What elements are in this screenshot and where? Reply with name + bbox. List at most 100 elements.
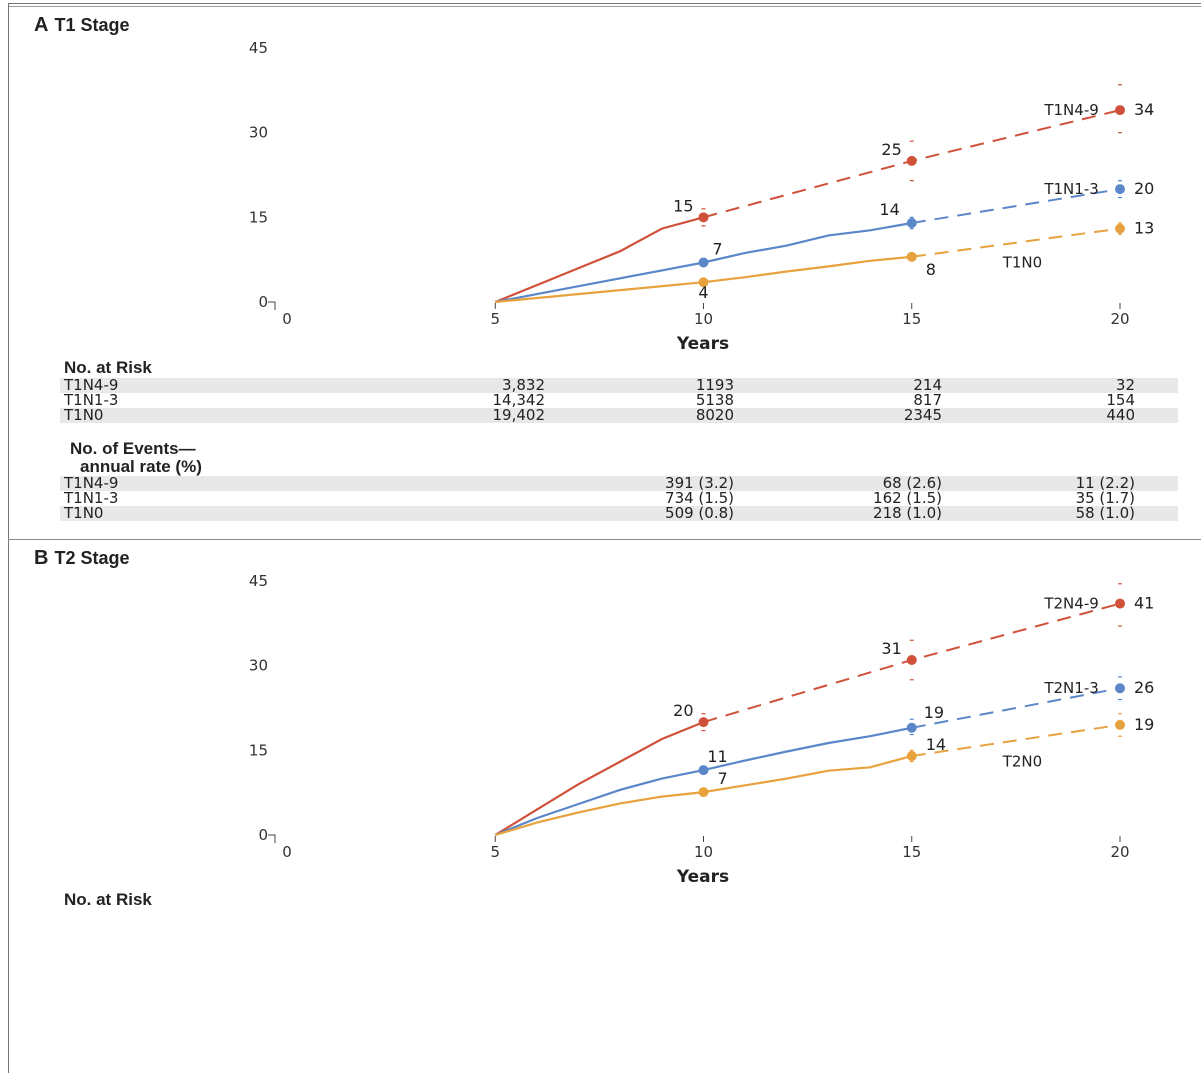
y-tick-label-b: 0	[258, 826, 268, 844]
events-row-label: T1N0	[64, 504, 104, 522]
panel-b-title-text: T2 Stage	[54, 548, 130, 568]
series-line-T2N4-9	[494, 721, 704, 836]
data-label-T2N0: 14	[926, 735, 946, 754]
data-point-T2N0	[698, 787, 709, 798]
risk-cell: 3,832	[502, 376, 545, 394]
risk-table-a-title: No. at Risk	[64, 358, 152, 377]
events-cell: 68 (2.6)	[882, 474, 942, 492]
axis-origin-mark-b	[268, 834, 276, 843]
x-tick-label-a: 15	[902, 310, 921, 328]
data-point-T1N1-3	[906, 217, 917, 228]
x-tick-label-b: 20	[1110, 843, 1129, 861]
risk-table-b: No. at Risk	[60, 890, 1178, 910]
data-point-T1N4-9	[906, 155, 917, 166]
data-point-T2N0	[906, 750, 917, 761]
y-tick-label-b: 15	[249, 741, 268, 759]
x-tick-label-a: 20	[1110, 310, 1129, 328]
data-point-T1N4-9	[1115, 105, 1125, 116]
series-name-label: T1N0	[1002, 253, 1042, 271]
panel-b-letter: B	[34, 547, 49, 569]
chart-a: 0 15 30 45 0 5 10 15 20 Years 15 25 34 7 14 20 4 8 13 T1N4-…	[249, 39, 1154, 354]
data-label-T1N4-9: 15	[673, 196, 693, 215]
frame-left-border	[8, 3, 9, 1073]
risk-row-label: T1N4-9	[64, 376, 119, 394]
data-point-T1N1-3	[1115, 184, 1125, 195]
risk-cell: 32	[1115, 376, 1135, 394]
data-label-T1N0: 4	[698, 283, 708, 302]
events-row: T1N4-9 391 (3.2) 68 (2.6) 11 (2.2)	[60, 476, 1178, 491]
events-row: T1N0 509 (0.8) 218 (1.0) 58 (1.0)	[60, 506, 1178, 521]
data-label-T2N1-3: 11	[707, 747, 727, 766]
series-name-label: T2N4-9	[1043, 595, 1098, 613]
risk-cell: 2345	[903, 406, 942, 424]
events-row-label: T1N4-9	[64, 474, 119, 492]
y-tick-label-a: 0	[258, 293, 268, 311]
events-cell: 11 (2.2)	[1075, 474, 1135, 492]
risk-row: T1N4-9 3,832 1193 214 32	[60, 378, 1178, 393]
risk-row-label: T1N1-3	[64, 391, 119, 409]
data-label-T2N4-9: 31	[881, 639, 901, 658]
risk-cell: 8020	[695, 406, 734, 424]
x-axis-label-b: Years	[676, 867, 729, 887]
panel-a-letter: A	[34, 14, 49, 36]
frame-top-border	[8, 3, 1201, 4]
data-label-T2N1-3: 26	[1134, 678, 1154, 697]
risk-cell: 440	[1106, 406, 1135, 424]
events-table-a-title-2: annual rate (%)	[80, 457, 202, 476]
data-label-T1N4-9: 34	[1134, 100, 1154, 119]
series-name-label: T1N1-3	[1043, 180, 1098, 198]
events-table-a-title-1: No. of Events—	[70, 439, 196, 458]
data-point-T2N1-3	[698, 765, 709, 776]
data-label-T1N0: 13	[1134, 219, 1154, 238]
panel-a-title: A T1 Stage	[34, 14, 129, 37]
series-projection-T1N1-3	[911, 188, 1121, 224]
events-cell: 35 (1.7)	[1075, 489, 1135, 507]
data-point-T1N4-9	[698, 212, 709, 223]
series-projection-T1N0	[911, 227, 1121, 258]
series-projection-T2N0	[911, 723, 1121, 757]
series-projection-T2N1-3	[911, 687, 1121, 729]
data-point-T2N4-9	[1115, 598, 1125, 609]
risk-table-a: No. at Risk T1N4-9 3,832 1193 214 32 T1N1-3 14…	[60, 358, 1178, 423]
data-label-T1N4-9: 25	[881, 140, 901, 159]
risk-cell: 154	[1106, 391, 1135, 409]
risk-row: T1N0 19,402 8020 2345 440	[60, 408, 1178, 423]
events-cell: 734 (1.5)	[665, 489, 734, 507]
events-cell: 218 (1.0)	[873, 504, 942, 522]
data-point-T1N0	[698, 277, 709, 288]
panel-divider	[8, 539, 1201, 540]
events-table-a-rows: T1N4-9 391 (3.2) 68 (2.6) 11 (2.2) T1N1-3 734…	[60, 476, 1178, 521]
y-tick-label-a: 30	[249, 124, 268, 142]
data-point-T2N4-9	[698, 717, 709, 728]
x-tick-label-a: 10	[694, 310, 713, 328]
data-label-T1N1-3: 14	[879, 200, 899, 219]
data-label-T2N0: 7	[718, 769, 728, 788]
y-tick-label-a: 15	[249, 208, 268, 226]
y-tick-label-b: 30	[249, 657, 268, 675]
data-label-T1N1-3: 7	[712, 239, 722, 258]
data-point-T1N1-3	[698, 257, 709, 268]
series-line-T2N1-3	[494, 726, 913, 837]
events-row-label: T1N1-3	[64, 489, 119, 507]
data-label-T1N1-3: 20	[1134, 179, 1154, 198]
data-label-T2N4-9: 20	[673, 701, 693, 720]
events-cell: 391 (3.2)	[665, 474, 734, 492]
x-tick-label-b: 0	[282, 843, 292, 861]
risk-table-b-title: No. at Risk	[64, 890, 152, 909]
data-label-T2N0: 19	[1134, 715, 1154, 734]
x-tick-label-a: 5	[490, 310, 500, 328]
risk-cell: 14,342	[492, 391, 546, 409]
data-label-T1N0: 8	[926, 260, 936, 279]
x-tick-label-b: 5	[490, 843, 500, 861]
data-point-T2N0	[1115, 719, 1125, 730]
data-point-T2N4-9	[906, 655, 917, 666]
series-name-label: T1N4-9	[1043, 101, 1098, 119]
data-label-T2N1-3: 19	[924, 703, 944, 722]
frame-top-border-inner	[8, 6, 1201, 7]
risk-table-a-rows: T1N4-9 3,832 1193 214 32 T1N1-3 14,342 5138 817 1…	[60, 378, 1178, 423]
risk-cell: 5138	[695, 391, 734, 409]
events-table-a: No. of Events— annual rate (%) T1N4-9 391…	[60, 440, 1178, 521]
events-row: T1N1-3 734 (1.5) 162 (1.5) 35 (1.7)	[60, 491, 1178, 506]
events-cell: 162 (1.5)	[873, 489, 942, 507]
events-cell: 58 (1.0)	[1075, 504, 1135, 522]
